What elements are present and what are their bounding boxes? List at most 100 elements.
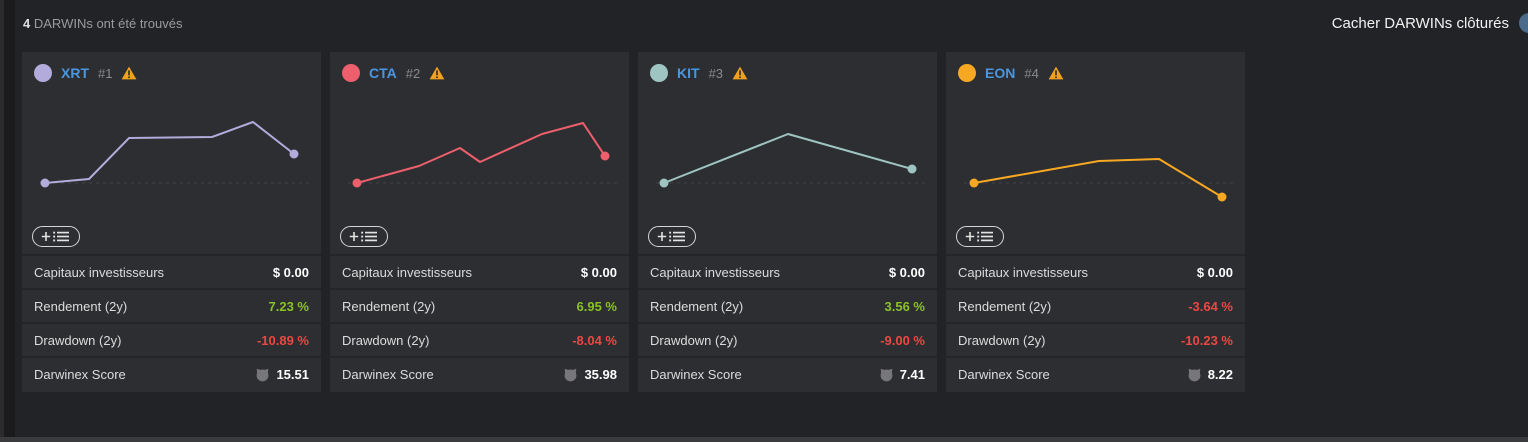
results-count: 4 (23, 15, 31, 31)
darwin-name-link[interactable]: EON (985, 65, 1016, 81)
hide-closed-toggle-area: Cacher DARWINs clôturés (1332, 13, 1528, 33)
stat-row-score: Darwinex Score 7.41 (638, 356, 937, 390)
card-actions-row (638, 218, 937, 254)
stat-row-return: Rendement (2y) 3.56 % (638, 288, 937, 322)
drawdown-label: Drawdown (2y) (650, 332, 738, 348)
performance-sparkline (22, 90, 321, 218)
drawdown-value: -10.23 % (1180, 332, 1233, 348)
darwin-rank: #2 (405, 65, 421, 81)
darwin-card[interactable]: KIT #3 (638, 52, 937, 392)
return-label: Rendement (2y) (342, 298, 436, 314)
score-cell: 15.51 (255, 367, 309, 382)
warning-icon (122, 66, 137, 80)
darwin-card-header: XRT #1 (22, 52, 321, 90)
darwin-color-dot (958, 64, 976, 82)
results-count-text: 4 DARWINs ont été trouvés (15, 16, 182, 31)
card-actions-row (946, 218, 1245, 254)
stat-row-return: Rendement (2y) 6.95 % (330, 288, 629, 322)
drawdown-label: Drawdown (2y) (958, 332, 1046, 348)
score-cell: 8.22 (1187, 367, 1233, 382)
capital-value: $ 0.00 (888, 264, 925, 280)
darwin-color-dot (342, 64, 360, 82)
stat-row-score: Darwinex Score 8.22 (946, 356, 1245, 390)
score-cell: 35.98 (563, 367, 617, 382)
stat-row-drawdown: Drawdown (2y) -8.04 % (330, 322, 629, 356)
stat-row-capital: Capitaux investisseurs $ 0.00 (946, 254, 1245, 288)
add-to-watchlist-button[interactable] (340, 225, 388, 247)
drawdown-label: Drawdown (2y) (342, 332, 430, 348)
stat-row-return: Rendement (2y) 7.23 % (22, 288, 321, 322)
warning-icon (429, 66, 445, 80)
hide-closed-darwins-toggle[interactable] (1519, 13, 1528, 33)
return-label: Rendement (2y) (34, 298, 128, 314)
capital-value: $ 0.00 (272, 264, 309, 280)
score-label: Darwinex Score (650, 366, 742, 382)
darwin-name-link[interactable]: KIT (677, 65, 700, 81)
hide-closed-darwins-label: Cacher DARWINs clôturés (1331, 14, 1509, 32)
capital-value: $ 0.00 (580, 264, 617, 280)
darwin-card[interactable]: XRT #1 (22, 52, 321, 392)
score-value: 7.41 (899, 366, 925, 382)
darwin-rank: #3 (708, 65, 724, 81)
darwin-card[interactable]: CTA #2 (330, 52, 629, 392)
darwinex-owl-icon (565, 368, 577, 381)
sparkline-chart (348, 122, 621, 188)
card-actions-row (330, 218, 629, 254)
stat-row-drawdown: Drawdown (2y) -10.23 % (946, 322, 1245, 356)
score-value: 8.22 (1207, 366, 1233, 382)
capital-value: $ 0.00 (1196, 264, 1233, 280)
darwin-rank: #4 (1024, 65, 1039, 81)
add-to-watchlist-button[interactable] (956, 225, 1004, 247)
performance-sparkline (638, 90, 937, 218)
stat-row-drawdown: Drawdown (2y) -10.89 % (22, 322, 321, 356)
return-label: Rendement (2y) (650, 298, 744, 314)
card-actions-row (22, 218, 321, 254)
score-value: 35.98 (584, 366, 617, 382)
performance-sparkline (946, 90, 1245, 218)
bottom-scrollbar[interactable] (0, 437, 1528, 442)
score-cell: 7.41 (879, 367, 925, 382)
score-label: Darwinex Score (342, 366, 434, 382)
stat-row-score: Darwinex Score 15.51 (22, 356, 321, 390)
plus-and-list-icon (349, 231, 377, 241)
darwin-card-header: EON #4 (946, 52, 1245, 90)
darwin-cards-row: XRT #1 (22, 52, 1245, 392)
score-label: Darwinex Score (34, 366, 126, 382)
capital-label: Capitaux investisseurs (34, 264, 165, 280)
drawdown-label: Drawdown (2y) (34, 332, 122, 348)
drawdown-value: -8.04 % (572, 332, 617, 348)
stat-row-return: Rendement (2y) -3.64 % (946, 288, 1245, 322)
darwin-rank: #1 (98, 65, 113, 81)
stat-row-score: Darwinex Score 35.98 (330, 356, 629, 390)
darwinex-owl-icon (1188, 368, 1201, 381)
add-to-watchlist-button[interactable] (32, 225, 80, 247)
darwin-name-link[interactable]: XRT (61, 65, 89, 81)
darwin-card-header: CTA #2 (330, 52, 629, 90)
sparkline-chart (40, 121, 313, 188)
score-value: 15.51 (276, 366, 309, 382)
return-label: Rendement (2y) (958, 298, 1052, 314)
plus-and-list-icon (657, 231, 685, 241)
sparkline-chart (656, 133, 929, 188)
capital-label: Capitaux investisseurs (650, 264, 781, 280)
darwin-name-link[interactable]: CTA (369, 65, 397, 81)
plus-and-list-icon (965, 231, 993, 241)
sparkline-chart (964, 158, 1237, 202)
darwin-color-dot (34, 64, 52, 82)
stat-row-capital: Capitaux investisseurs $ 0.00 (330, 254, 629, 288)
add-to-watchlist-button[interactable] (648, 225, 696, 247)
stat-row-capital: Capitaux investisseurs $ 0.00 (22, 254, 321, 288)
return-value: -3.64 % (1188, 298, 1233, 314)
warning-icon (1048, 66, 1064, 80)
left-panel-edge (0, 0, 4, 442)
results-label: DARWINs ont été trouvés (33, 15, 183, 31)
darwin-color-dot (650, 64, 668, 82)
return-value: 7.23 % (268, 298, 309, 314)
performance-sparkline (330, 90, 629, 218)
return-value: 6.95 % (576, 298, 617, 314)
darwin-card[interactable]: EON #4 (946, 52, 1245, 392)
capital-label: Capitaux investisseurs (342, 264, 473, 280)
stat-row-drawdown: Drawdown (2y) -9.00 % (638, 322, 937, 356)
darwinex-owl-icon (257, 368, 269, 381)
drawdown-value: -9.00 % (880, 332, 925, 348)
